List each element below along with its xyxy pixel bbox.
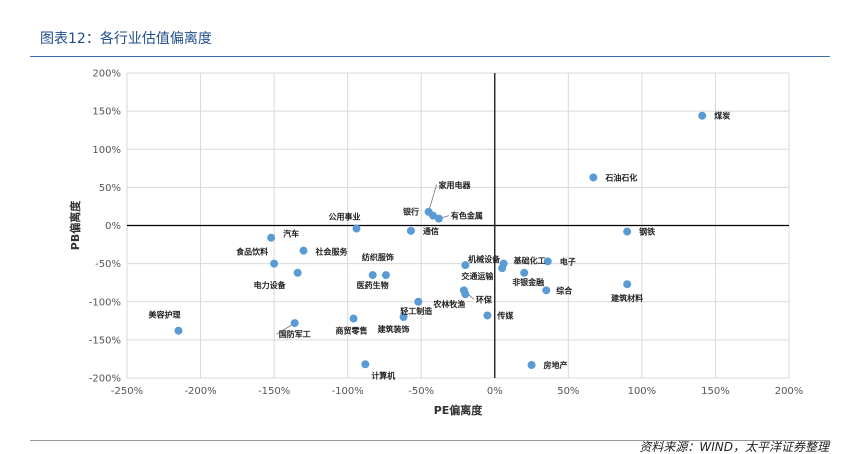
data-point-label: 综合	[556, 285, 573, 295]
data-point-label: 家用电器	[439, 180, 472, 190]
data-point-label: 电力设备	[254, 280, 287, 290]
data-point	[589, 173, 598, 182]
data-point-label: 社会服务	[315, 247, 349, 257]
data-point-label: 非银金融	[512, 277, 544, 287]
y-tick-label: 100%	[92, 145, 121, 156]
data-point	[527, 361, 536, 370]
data-point-label: 商贸零售	[336, 326, 368, 336]
x-tick-label: -150%	[258, 386, 290, 397]
data-point	[267, 233, 276, 242]
x-tick-label: 150%	[701, 386, 730, 397]
data-points	[174, 111, 707, 370]
data-point-label: 电子	[560, 256, 576, 266]
data-point-label: 银行	[402, 207, 419, 217]
x-tick-label: 200%	[775, 386, 804, 397]
data-point-label: 轻工制造	[400, 306, 432, 316]
y-tick-label: -200%	[89, 374, 121, 385]
leader-line	[428, 184, 437, 212]
y-tick-label: -100%	[89, 297, 121, 308]
data-point	[349, 314, 358, 323]
data-point-label: 钢铁	[639, 227, 655, 237]
data-point	[352, 224, 361, 233]
data-point-label: 公用事业	[328, 212, 360, 222]
data-point	[290, 319, 299, 328]
data-point	[520, 268, 529, 277]
data-point-label: 建筑装饰	[377, 324, 410, 334]
data-point-label: 交通运输	[461, 271, 494, 281]
data-point-label: 汽车	[283, 229, 299, 239]
y-tick-label: 150%	[92, 107, 121, 118]
data-point-label: 医药生物	[357, 280, 389, 290]
y-tick-label: -50%	[95, 259, 121, 270]
x-tick-label: -100%	[332, 386, 364, 397]
data-point	[381, 271, 390, 280]
data-point-label: 国防军工	[279, 329, 311, 339]
data-point	[434, 214, 443, 223]
data-point	[293, 268, 302, 277]
x-tick-label: -250%	[111, 386, 143, 397]
data-point-label: 美容护理	[148, 310, 180, 320]
data-point-label: 石油石化	[604, 172, 637, 182]
data-point	[399, 313, 408, 321]
x-tick-label: -200%	[184, 386, 216, 397]
data-point-label: 食品饮料	[236, 247, 268, 257]
y-tick-label: 50%	[99, 183, 121, 194]
data-point-label: 传媒	[496, 310, 514, 320]
source-note: 资料来源：WIND，太平洋证券整理	[639, 440, 829, 454]
data-point	[368, 271, 377, 280]
data-point-label: 通信	[423, 226, 439, 236]
data-point	[542, 286, 551, 295]
data-point-label: 煤炭	[714, 111, 730, 121]
axes	[127, 73, 789, 378]
x-tick-label: -50%	[408, 386, 434, 397]
data-point	[543, 257, 552, 266]
footer-rule	[30, 440, 830, 441]
data-point	[174, 326, 183, 335]
y-tick-label: 0%	[105, 221, 121, 232]
data-point-label: 计算机	[371, 370, 395, 380]
y-tick-label: -150%	[89, 335, 121, 346]
data-point	[498, 264, 507, 273]
data-point	[299, 246, 308, 255]
title-rule	[30, 56, 830, 57]
y-tick-label: 200%	[92, 69, 121, 80]
data-point-label: 有色金属	[451, 211, 483, 221]
figure-header: 图表12：各行业估值偏离度	[0, 0, 841, 58]
data-point	[461, 261, 470, 270]
data-point-label: 纺织服饰	[362, 252, 394, 262]
figure-title: 图表12：各行业估值偏离度	[40, 31, 212, 47]
x-tick-label: 0%	[487, 386, 503, 397]
data-point	[623, 227, 632, 236]
data-point	[623, 280, 632, 289]
data-point	[406, 226, 415, 235]
x-axis-title: PE偏离度	[434, 403, 484, 417]
data-point	[414, 297, 423, 306]
x-tick-label: 50%	[557, 386, 579, 397]
data-point	[483, 311, 492, 320]
data-point	[698, 111, 707, 120]
y-axis-title: PB偏离度	[68, 200, 82, 250]
data-point-label: 房地产	[544, 360, 568, 370]
data-point	[270, 259, 279, 268]
data-point	[361, 360, 370, 369]
data-point	[428, 211, 437, 220]
data-point	[461, 290, 470, 299]
data-point-label: 建筑材料	[610, 293, 643, 303]
tick-labels: -250% -200% -150% -100% -50% 0% 50% 100% 150% 200…	[89, 69, 804, 398]
data-point-label: 基础化工	[513, 256, 546, 266]
data-point-label: 农林牧渔	[432, 299, 465, 309]
x-tick-label: 100%	[628, 386, 657, 397]
data-point-label: 环保	[476, 294, 493, 304]
data-point-label: 机械设备	[468, 254, 501, 264]
